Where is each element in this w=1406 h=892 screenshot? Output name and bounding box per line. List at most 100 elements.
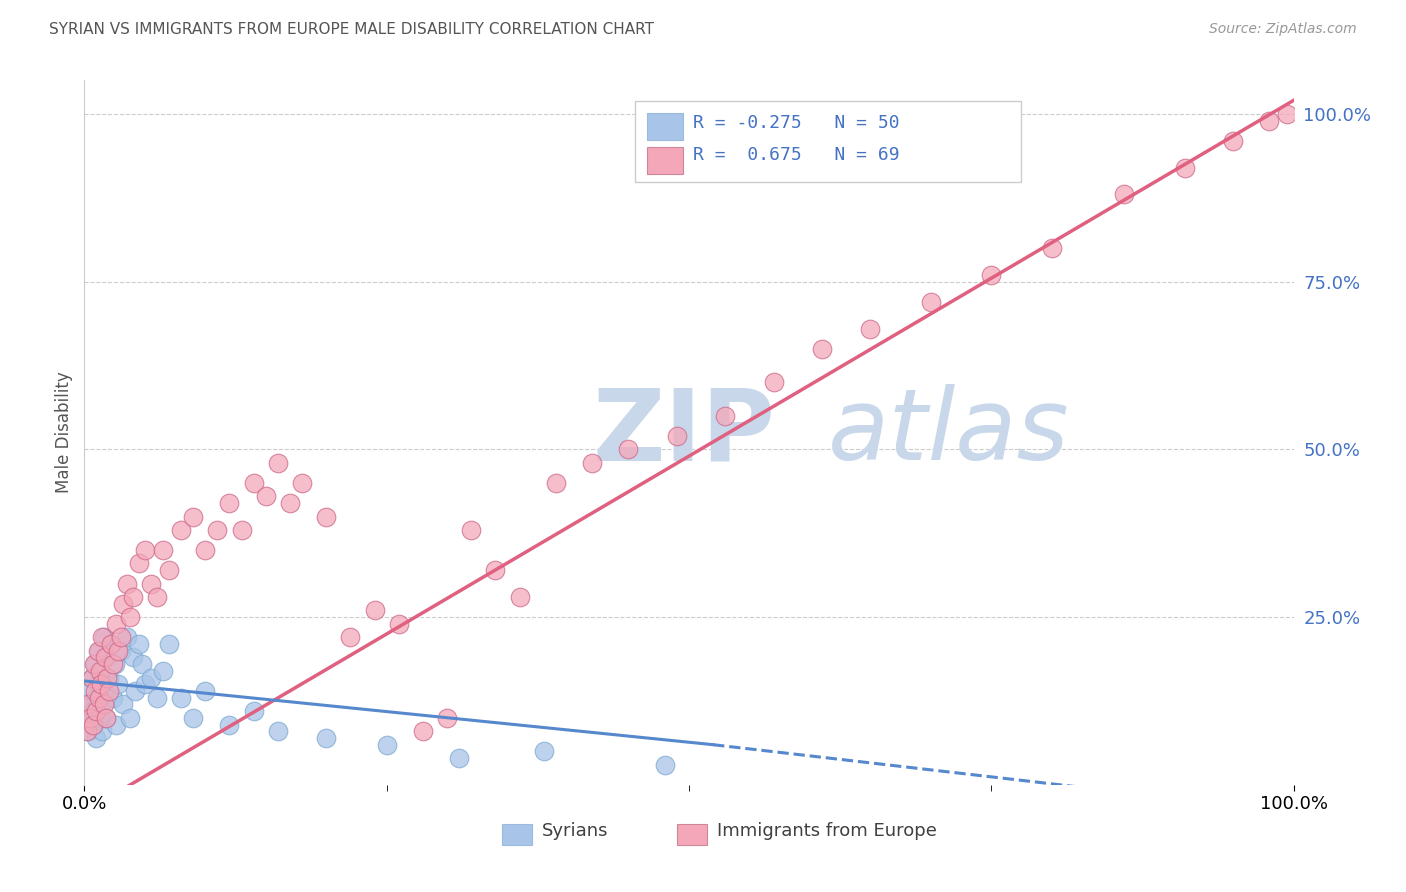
- Point: [242, 704, 264, 718]
- Point: [139, 671, 162, 685]
- Point: [112, 597, 135, 611]
- Point: [412, 724, 434, 739]
- Text: Syrians: Syrians: [541, 822, 607, 839]
- Point: [152, 664, 174, 678]
- Text: atlas: atlas: [828, 384, 1070, 481]
- Point: [121, 590, 143, 604]
- Point: [375, 738, 398, 752]
- Point: [86, 704, 108, 718]
- Point: [170, 690, 193, 705]
- Point: [84, 657, 107, 672]
- Point: [91, 724, 114, 739]
- Point: [94, 711, 117, 725]
- Point: [1174, 161, 1197, 175]
- Point: [104, 616, 127, 631]
- Bar: [502, 823, 531, 845]
- Point: [93, 630, 115, 644]
- Point: [77, 711, 100, 725]
- Point: [315, 731, 337, 745]
- Point: [90, 677, 112, 691]
- Point: [94, 684, 117, 698]
- Point: [1222, 134, 1244, 148]
- Point: [544, 475, 567, 490]
- Bar: [647, 147, 683, 174]
- Text: R = -0.275   N = 50: R = -0.275 N = 50: [693, 114, 900, 132]
- Point: [115, 576, 138, 591]
- Point: [94, 711, 117, 725]
- Point: [128, 557, 150, 571]
- Point: [91, 630, 114, 644]
- Point: [107, 677, 129, 691]
- Point: [654, 757, 676, 772]
- Point: [267, 456, 290, 470]
- Point: [460, 523, 482, 537]
- Point: [207, 523, 229, 537]
- Point: [84, 684, 107, 698]
- Point: [83, 657, 105, 672]
- Point: [103, 690, 125, 705]
- Point: [291, 475, 314, 490]
- Point: [1258, 113, 1281, 128]
- Point: [363, 603, 385, 617]
- Text: Source: ZipAtlas.com: Source: ZipAtlas.com: [1209, 22, 1357, 37]
- Point: [77, 698, 100, 712]
- Point: [152, 543, 174, 558]
- Point: [181, 509, 204, 524]
- Point: [131, 657, 153, 672]
- Point: [86, 677, 108, 691]
- Point: [76, 724, 98, 739]
- Point: [533, 744, 555, 758]
- Point: [90, 698, 112, 712]
- Point: [110, 644, 132, 658]
- Point: [194, 543, 217, 558]
- Point: [110, 630, 132, 644]
- Point: [581, 456, 603, 470]
- Point: [87, 644, 110, 658]
- Point: [89, 664, 111, 678]
- Point: [80, 671, 103, 685]
- Point: [811, 342, 834, 356]
- Point: [115, 630, 138, 644]
- FancyBboxPatch shape: [634, 102, 1022, 183]
- Point: [120, 711, 142, 725]
- Text: Immigrants from Europe: Immigrants from Europe: [717, 822, 936, 839]
- Point: [1277, 107, 1299, 121]
- Point: [339, 630, 361, 644]
- Point: [1040, 241, 1063, 255]
- Point: [194, 684, 217, 698]
- Point: [97, 684, 120, 698]
- Point: [139, 576, 162, 591]
- Point: [86, 690, 108, 705]
- Point: [218, 717, 240, 731]
- Point: [91, 664, 114, 678]
- Point: [134, 677, 156, 691]
- Point: [242, 475, 264, 490]
- Point: [170, 523, 193, 537]
- Point: [103, 657, 125, 672]
- Text: R =  0.675   N = 69: R = 0.675 N = 69: [693, 145, 900, 164]
- Point: [94, 650, 117, 665]
- Point: [146, 690, 169, 705]
- Point: [86, 644, 108, 658]
- Point: [82, 704, 104, 718]
- Point: [104, 717, 127, 731]
- Point: [93, 698, 115, 712]
- Point: [157, 563, 180, 577]
- Y-axis label: Male Disability: Male Disability: [55, 372, 73, 493]
- Point: [762, 376, 785, 390]
- Point: [714, 409, 737, 423]
- Point: [112, 698, 135, 712]
- Point: [278, 496, 301, 510]
- Point: [231, 523, 253, 537]
- Point: [157, 637, 180, 651]
- Text: SYRIAN VS IMMIGRANTS FROM EUROPE MALE DISABILITY CORRELATION CHART: SYRIAN VS IMMIGRANTS FROM EUROPE MALE DI…: [49, 22, 654, 37]
- Point: [509, 590, 531, 604]
- Point: [82, 717, 104, 731]
- Point: [1114, 187, 1136, 202]
- Point: [124, 684, 146, 698]
- Point: [76, 698, 98, 712]
- Point: [617, 442, 640, 457]
- Point: [254, 489, 277, 503]
- Point: [104, 657, 127, 672]
- Point: [80, 671, 103, 685]
